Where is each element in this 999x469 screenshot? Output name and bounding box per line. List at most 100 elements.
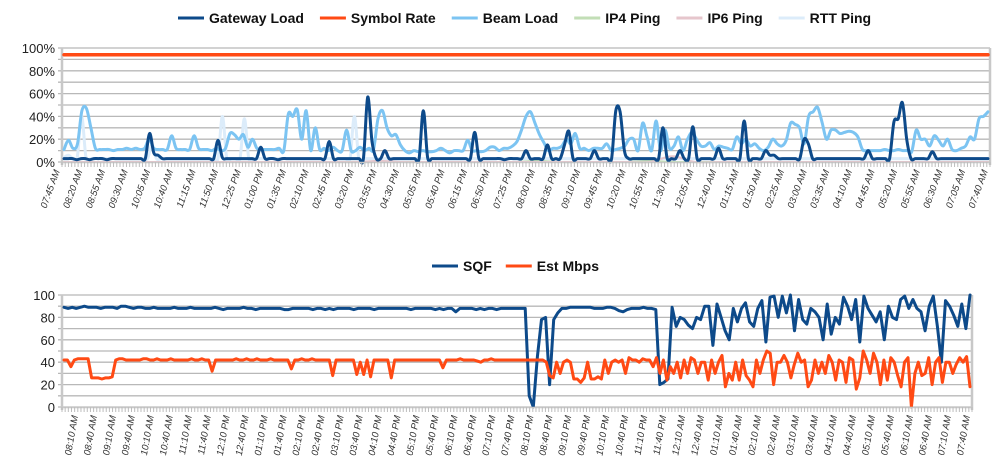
x-tick-label: 07:10 PM (481, 415, 499, 457)
x-tick-label: 12:05 AM (672, 168, 696, 210)
x-tick-label: 11:40 AM (196, 415, 214, 456)
x-tick-label: 11:40 PM (651, 415, 669, 456)
x-tick-label: 05:40 PM (424, 415, 442, 457)
legend-item-sqf[interactable]: SQF (432, 258, 492, 274)
x-tick-label: 08:40 AM (82, 415, 100, 457)
x-tick-label: 03:40 PM (348, 415, 366, 457)
bottom-chart-legend: SQF Est Mbps (432, 258, 599, 274)
y-tick-label: 60% (29, 87, 55, 102)
x-tick-label: 05:20 AM (876, 168, 900, 210)
x-tick-label: 12:10 PM (215, 415, 233, 457)
y-tick-label: 80 (41, 310, 55, 325)
x-tick-label: 12:40 PM (234, 415, 252, 457)
y-tick-label: 60 (41, 333, 55, 348)
x-tick-label: 08:35 PM (537, 168, 561, 210)
bottom-sqf-chart: SQF Est Mbps 0 20 40 60 80 100 08:10 AM 08:40 A… (33, 258, 974, 457)
x-tick-label: 02:45 PM (310, 168, 334, 210)
x-tick-label: 02:10 PM (291, 415, 309, 457)
legend-item-symbol-rate[interactable]: Symbol Rate (319, 10, 436, 26)
x-tick-label: 10:40 AM (152, 168, 176, 210)
legend-label-sqf: SQF (463, 258, 492, 274)
legend-item-ip6-ping[interactable]: IP6 Ping (676, 10, 763, 26)
x-tick-label: 09:10 PM (556, 415, 574, 457)
x-tick-label: 01:10 AM (708, 415, 726, 457)
x-tick-label: 10:10 PM (594, 415, 612, 457)
legend-item-rtt-ping[interactable]: RTT Ping (778, 10, 871, 26)
y-tick-label: 100% (22, 41, 56, 56)
x-tick-label: 04:10 AM (822, 415, 840, 457)
top-chart-y-axis: 0% 20% 40% 60% 80% 100% (22, 41, 56, 170)
x-tick-label: 11:10 PM (633, 415, 651, 456)
x-tick-label: 04:40 PM (386, 415, 404, 457)
x-tick-label: 08:40 PM (538, 415, 556, 457)
x-tick-label: 11:50 AM (197, 168, 221, 209)
x-tick-label: 03:10 AM (784, 415, 802, 457)
series-line-est-mbps (62, 349, 972, 409)
x-tick-label: 04:10 AM (831, 168, 855, 210)
x-tick-label: 05:10 PM (405, 415, 423, 457)
x-tick-label: 07:40 AM (955, 415, 973, 457)
x-tick-label: 06:10 PM (443, 415, 461, 457)
x-tick-label: 08:55 AM (84, 168, 108, 210)
y-tick-label: 0% (36, 155, 55, 170)
x-tick-label: 11:10 AM (177, 415, 195, 456)
x-tick-label: 05:55 AM (899, 168, 923, 210)
top-chart-legend: Gateway Load Symbol Rate Beam Load IP4 Ping… (178, 10, 871, 26)
x-tick-label: 04:45 AM (853, 168, 877, 210)
bottom-chart-x-axis: 08:10 AM 08:40 AM 09:10 AM 09:40 AM 10:10 AM… (61, 406, 973, 457)
x-tick-label: 08:00 PM (514, 168, 538, 210)
x-tick-label: 11:30 PM (650, 168, 674, 209)
x-tick-label: 02:40 AM (765, 415, 783, 457)
x-tick-label: 01:40 PM (272, 415, 290, 457)
x-tick-label: 10:10 AM (139, 415, 157, 457)
x-tick-label: 05:40 AM (879, 415, 897, 457)
x-tick-label: 07:10 AM (936, 415, 954, 457)
x-tick-label: 06:30 AM (921, 168, 945, 210)
series-line-sqf (62, 293, 972, 409)
x-tick-label: 06:10 AM (898, 415, 916, 457)
x-tick-label: 08:10 PM (519, 415, 537, 457)
x-tick-label: 12:40 AM (695, 168, 719, 210)
x-tick-label: 03:40 AM (803, 415, 821, 457)
legend-label-beam-load: Beam Load (483, 10, 558, 26)
x-tick-label: 01:35 PM (265, 168, 289, 210)
bottom-chart-series (62, 293, 972, 409)
x-tick-label: 01:50 AM (740, 168, 764, 210)
x-tick-label: 09:40 AM (120, 415, 138, 457)
x-tick-label: 12:40 AM (689, 415, 707, 457)
x-tick-label: 01:15 AM (718, 168, 742, 210)
legend-label-ip4-ping: IP4 Ping (605, 10, 660, 26)
x-tick-label: 07:45 AM (39, 168, 63, 210)
legend-item-gateway-load[interactable]: Gateway Load (178, 10, 304, 26)
x-tick-label: 12:10 AM (670, 415, 688, 457)
y-tick-label: 20 (41, 378, 55, 393)
legend-item-ip4-ping[interactable]: IP4 Ping (574, 10, 660, 26)
x-tick-label: 05:10 AM (860, 415, 878, 457)
legend-label-rtt-ping: RTT Ping (810, 10, 871, 26)
x-tick-label: 06:50 PM (469, 168, 493, 210)
x-tick-label: 03:35 AM (808, 168, 832, 210)
x-tick-label: 02:10 AM (746, 415, 764, 457)
legend-label-symbol-rate: Symbol Rate (351, 10, 436, 26)
x-tick-label: 04:30 PM (378, 168, 402, 210)
y-tick-label: 80% (29, 64, 55, 79)
legend-item-beam-load[interactable]: Beam Load (451, 10, 558, 26)
y-tick-label: 20% (29, 132, 55, 147)
x-tick-label: 09:10 AM (101, 415, 119, 457)
top-load-chart: Gateway Load Symbol Rate Beam Load IP4 Ping… (22, 10, 992, 210)
x-tick-label: 07:25 PM (491, 168, 515, 210)
x-tick-label: 01:10 PM (253, 415, 271, 457)
x-tick-label: 04:10 PM (367, 415, 385, 457)
x-tick-label: 02:40 PM (310, 415, 328, 457)
legend-label-gateway-load: Gateway Load (209, 10, 304, 26)
legend-item-est-mbps[interactable]: Est Mbps (505, 258, 599, 274)
y-tick-label: 40 (41, 355, 55, 370)
x-tick-label: 10:40 AM (158, 415, 176, 457)
y-tick-label: 100 (33, 288, 55, 303)
legend-label-ip6-ping: IP6 Ping (707, 10, 762, 26)
x-tick-label: 07:40 PM (500, 415, 518, 457)
x-tick-label: 09:30 AM (107, 168, 131, 210)
x-tick-label: 06:15 PM (446, 168, 470, 210)
y-tick-label: 0 (48, 400, 55, 415)
x-tick-label: 04:40 AM (841, 415, 859, 457)
